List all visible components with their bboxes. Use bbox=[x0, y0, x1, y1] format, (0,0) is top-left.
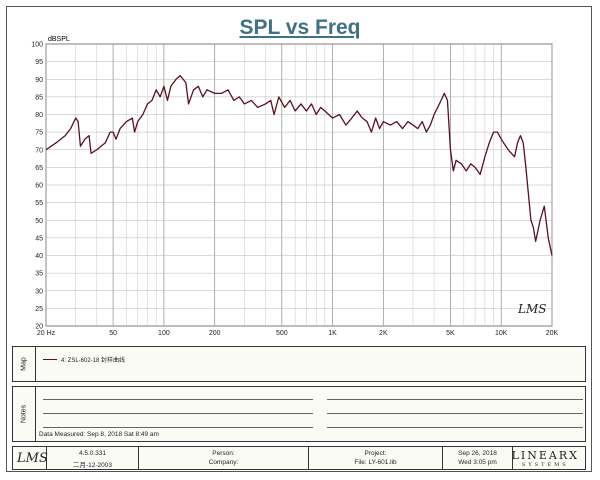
x-tick-label: 2K bbox=[379, 330, 388, 337]
notes-tab-label: Notes bbox=[20, 404, 28, 424]
x-tick-label: 50 bbox=[109, 330, 117, 337]
y-tick-label: 20 bbox=[35, 324, 43, 331]
y-tick-label: 85 bbox=[35, 94, 43, 101]
y-tick-label: 65 bbox=[35, 165, 43, 172]
note-line[interactable] bbox=[327, 399, 583, 400]
note-line[interactable] bbox=[43, 413, 313, 414]
x-tick-label: 1K bbox=[328, 330, 337, 337]
y-tick-label: 50 bbox=[35, 218, 43, 225]
company-label: Company: bbox=[208, 459, 239, 466]
y-tick-label: 90 bbox=[35, 77, 43, 84]
project-label: Project: bbox=[364, 450, 387, 457]
y-tick-label: 95 bbox=[35, 59, 43, 66]
legend-label: 4: ZSL-602-18 封样曲线 bbox=[61, 358, 126, 364]
notes-panel: Notes Data Measured: Sep 8, 2018 Sat 8:4… bbox=[12, 386, 586, 442]
y-tick-label: 100 bbox=[31, 42, 43, 49]
y-tick-label: 30 bbox=[35, 288, 43, 295]
y-tick-label: 60 bbox=[35, 183, 43, 190]
footer-project-cell: Project: File: LY-601.lib bbox=[309, 447, 443, 469]
file-label: File: LY-601.lib bbox=[354, 459, 397, 466]
x-tick-label: 500 bbox=[276, 330, 288, 337]
build-date-text: 二月-12-2003 bbox=[72, 462, 113, 469]
x-tick-label: 20K bbox=[546, 330, 559, 337]
footer-version-cell: 4.5.0.331 二月-12-2003 bbox=[47, 447, 139, 469]
legend-entry[interactable]: 4: ZSL-602-18 封样曲线 bbox=[43, 355, 125, 364]
map-tab-label: Map bbox=[20, 357, 28, 371]
y-tick-label: 35 bbox=[35, 271, 43, 278]
chart-svg: 20 25 30 35 40 45 50 55 60 65 70 75 80 85 90 95 100 20 H… bbox=[31, 36, 559, 337]
y-tick-label: 70 bbox=[35, 147, 43, 154]
brand-sub: SYSTEMS bbox=[521, 462, 569, 468]
version-text: 4.5.0.331 bbox=[78, 450, 107, 457]
note-line[interactable] bbox=[327, 427, 583, 428]
note-line[interactable] bbox=[43, 399, 313, 400]
notes-tab: Notes bbox=[13, 387, 36, 441]
brand-logo: LINEARX SYSTEMS bbox=[512, 449, 579, 468]
x-tick-label: 100 bbox=[158, 330, 170, 337]
y-ticks: 20 25 30 35 40 45 50 55 60 65 70 75 80 85 90 95 100 bbox=[31, 42, 43, 331]
grid bbox=[45, 43, 553, 327]
y-tick-label: 75 bbox=[35, 130, 43, 137]
series-line bbox=[45, 75, 553, 256]
x-tick-label: 200 bbox=[209, 330, 221, 337]
x-tick-label: 20 Hz bbox=[37, 330, 56, 337]
footer-logo-cell: LMS bbox=[13, 447, 48, 469]
note-line[interactable] bbox=[43, 427, 313, 428]
footer-person-cell: Person: Company: bbox=[139, 447, 309, 469]
map-tab: Map bbox=[13, 347, 36, 381]
brand-name: LINEARX bbox=[511, 449, 579, 462]
y-axis-label: dBSPL bbox=[48, 36, 70, 43]
x-tick-label: 10K bbox=[495, 330, 508, 337]
y-tick-label: 80 bbox=[35, 112, 43, 119]
x-ticks: 20 Hz 50 100 200 500 1K 2K 5K 10K 20K bbox=[37, 330, 559, 337]
map-panel: Map 4: ZSL-602-18 封样曲线 bbox=[12, 346, 586, 382]
footer-date: Sep 26, 2018 bbox=[458, 450, 497, 457]
chart-title: SPL vs Freq bbox=[239, 16, 361, 39]
y-tick-label: 25 bbox=[35, 306, 43, 313]
person-label: Person: bbox=[212, 450, 235, 457]
footer: LMS 4.5.0.331 二月-12-2003 Person: Company… bbox=[12, 446, 586, 470]
series-layer bbox=[45, 75, 553, 256]
x-tick-label: 5K bbox=[446, 330, 455, 337]
y-tick-label: 45 bbox=[35, 235, 43, 242]
footer-time: Wed 3:05 pm bbox=[458, 459, 497, 466]
date-measured: Data Measured: Sep 8, 2018 Sat 8:49 am bbox=[39, 431, 159, 438]
lms-watermark: LMS bbox=[518, 302, 547, 316]
y-tick-label: 40 bbox=[35, 253, 43, 260]
lms-logo: LMS bbox=[17, 451, 48, 466]
footer-date-cell: Sep 26, 2018 Wed 3:05 pm bbox=[443, 447, 513, 469]
y-tick-label: 55 bbox=[35, 200, 43, 207]
note-line[interactable] bbox=[327, 413, 583, 414]
legend-line-swatch bbox=[43, 359, 57, 360]
